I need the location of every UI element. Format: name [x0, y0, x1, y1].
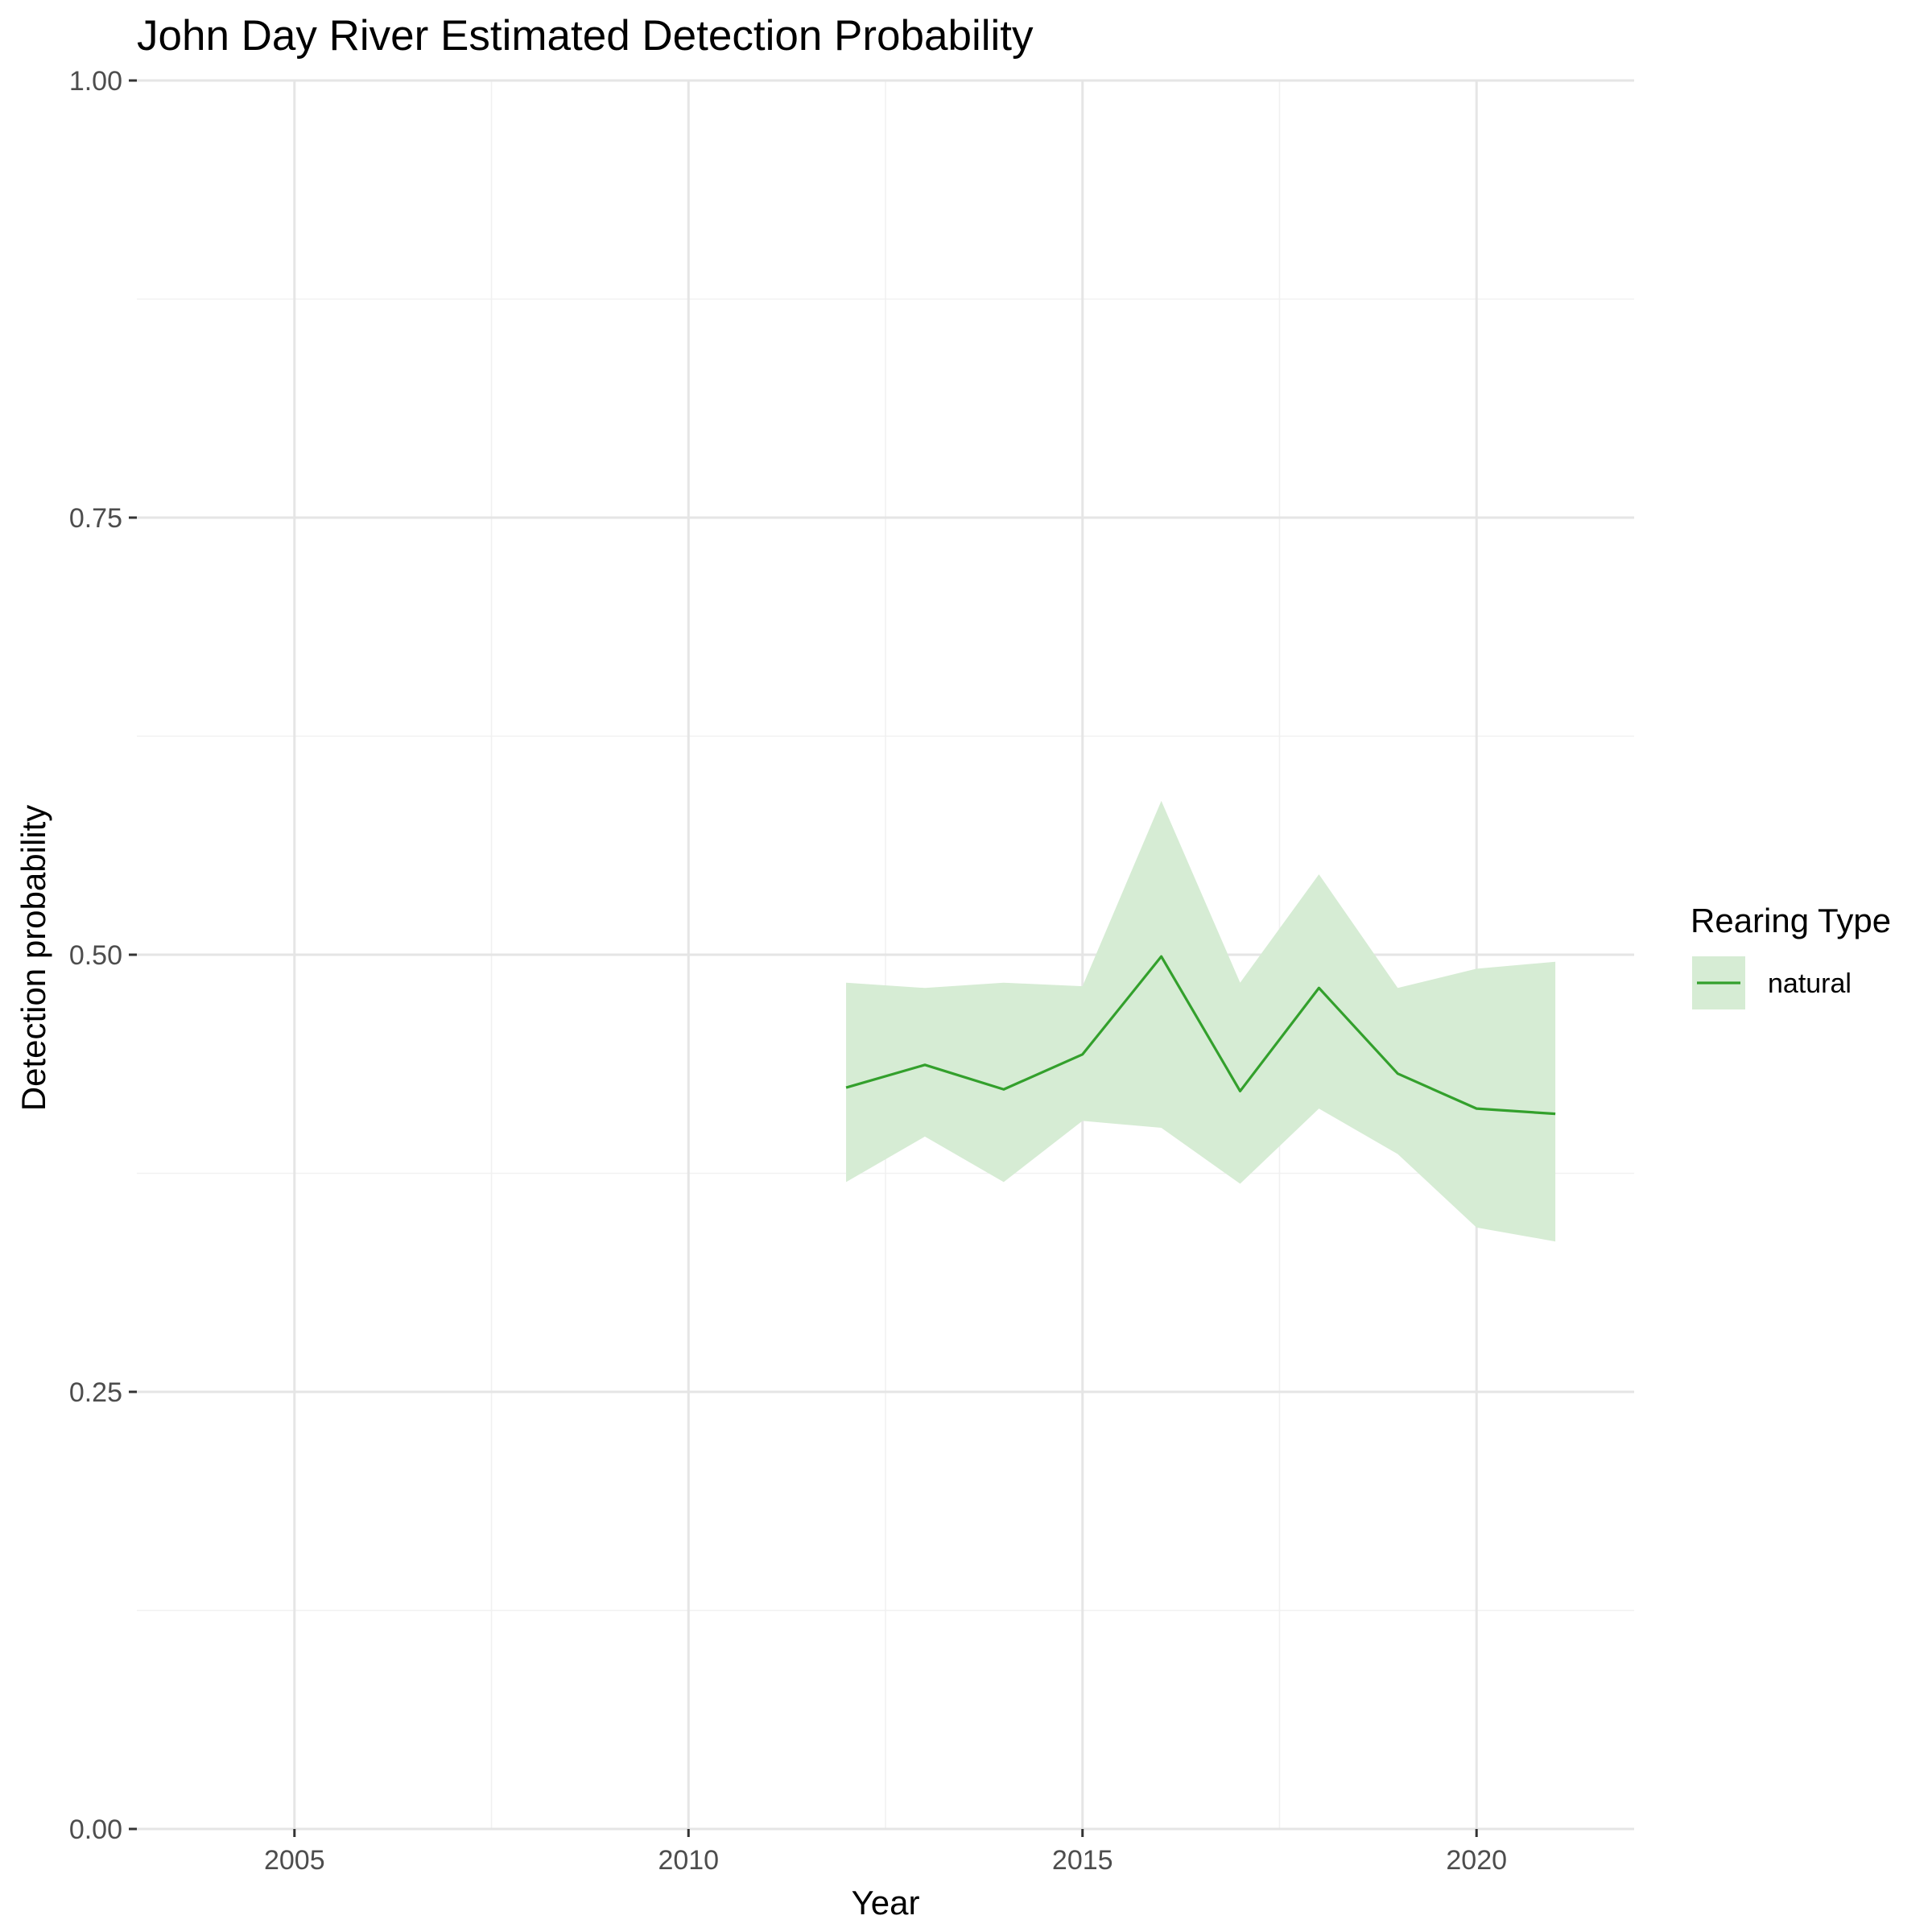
series-layer [845, 800, 1556, 1242]
x-tick-label: 2010 [658, 1845, 719, 1876]
x-tick-label: 2005 [264, 1845, 325, 1876]
chart-title: John Day River Estimated Detection Proba… [137, 12, 1034, 60]
x-axis-title: Year [852, 1884, 920, 1922]
legend: Rearing Type natural [1690, 902, 1891, 1009]
y-tick-label: 1.00 [69, 66, 122, 97]
x-tick-label: 2015 [1052, 1845, 1113, 1876]
y-axis: 0.00 0.25 0.50 0.75 1.00 [69, 66, 137, 1845]
x-tick-label: 2020 [1446, 1845, 1507, 1876]
y-tick-label: 0.00 [69, 1814, 122, 1845]
y-tick-label: 0.50 [69, 940, 122, 971]
legend-label-natural: natural [1768, 968, 1852, 999]
x-axis: 2005 2010 2015 2020 [264, 1829, 1507, 1876]
series-line-natural [845, 955, 1556, 1116]
y-tick-label: 0.75 [69, 503, 122, 534]
y-axis-title: Detection probability [14, 805, 52, 1112]
major-gridlines [137, 79, 1634, 1831]
legend-title: Rearing Type [1690, 902, 1891, 939]
y-tick-label: 0.25 [69, 1377, 122, 1408]
confidence-ribbon-natural [846, 800, 1556, 1242]
